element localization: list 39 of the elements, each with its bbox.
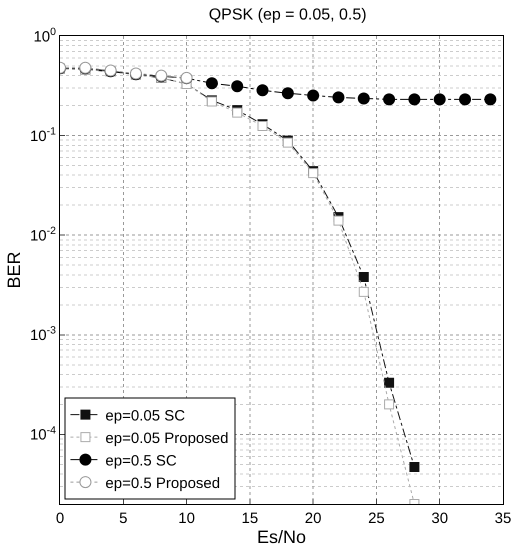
point [206, 77, 218, 90]
chart-title: QPSK (ep = 0.05, 0.5) [208, 6, 367, 24]
point [256, 84, 269, 96]
point [409, 462, 420, 472]
x-tick-label: 35 [494, 510, 512, 527]
point [384, 378, 394, 388]
legend-label: ep=0.05 Proposed [105, 430, 228, 447]
y-tick-label: 10$^{-2}$ [30, 225, 56, 244]
point [231, 80, 244, 92]
point [484, 93, 496, 106]
x-tick-label: 20 [304, 510, 322, 527]
point [333, 216, 344, 226]
point [307, 89, 320, 102]
point [332, 91, 344, 104]
point [282, 87, 294, 100]
point [459, 93, 472, 106]
point [434, 93, 446, 106]
y-tick-label: 10$^{-1}$ [30, 126, 56, 145]
x-axis-title: Es/No [256, 527, 306, 548]
point [358, 286, 369, 297]
y-axis-title: BER [4, 251, 24, 289]
legend-label: ep=0.5 SC [105, 452, 177, 470]
x-tick-label: 0 [56, 510, 64, 527]
x-tick-label: 10 [178, 510, 195, 527]
legend-label: ep=0.5 Proposed [105, 474, 220, 492]
y-tick-label: 10$^{0}$ [33, 26, 56, 46]
point [358, 92, 370, 104]
x-tick-label: 30 [431, 510, 448, 527]
point [384, 399, 394, 410]
x-tick-label: 5 [119, 510, 128, 527]
point [232, 108, 242, 118]
legend-label: ep=0.05 SC [105, 407, 186, 424]
point [358, 272, 369, 282]
x-tick-label: 25 [368, 510, 385, 527]
y-tick-label: 10$^{-4}$ [30, 424, 56, 444]
y-tick-label: 10$^{-3}$ [30, 324, 56, 344]
point [383, 93, 396, 106]
x-tick-label: 15 [242, 510, 258, 527]
point [408, 93, 420, 106]
